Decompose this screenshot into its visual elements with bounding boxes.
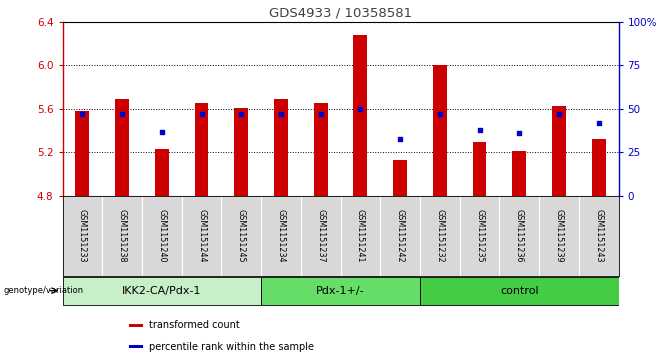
- Text: GSM1151233: GSM1151233: [78, 209, 87, 263]
- Text: Pdx-1+/-: Pdx-1+/-: [316, 286, 365, 296]
- Bar: [513, 151, 526, 196]
- Bar: [353, 35, 367, 196]
- Bar: [115, 99, 129, 196]
- Point: [594, 120, 604, 126]
- Bar: [234, 108, 248, 196]
- Bar: [274, 99, 288, 196]
- Text: transformed count: transformed count: [149, 321, 240, 330]
- Title: GDS4933 / 10358581: GDS4933 / 10358581: [269, 6, 412, 19]
- Text: GSM1151237: GSM1151237: [316, 209, 325, 263]
- Point: [117, 111, 128, 117]
- Text: GSM1151240: GSM1151240: [157, 209, 166, 263]
- Point: [315, 111, 326, 117]
- FancyBboxPatch shape: [63, 277, 261, 305]
- Bar: [552, 106, 566, 196]
- Text: GSM1151234: GSM1151234: [276, 209, 286, 263]
- Bar: [314, 103, 328, 196]
- Bar: [472, 142, 486, 196]
- Bar: [393, 160, 407, 196]
- Text: GSM1151232: GSM1151232: [436, 209, 444, 263]
- Point: [276, 111, 286, 117]
- Text: percentile rank within the sample: percentile rank within the sample: [149, 342, 314, 352]
- Text: GSM1151238: GSM1151238: [118, 209, 126, 263]
- Point: [395, 136, 405, 142]
- Point: [474, 127, 485, 133]
- Bar: [433, 65, 447, 196]
- Point: [514, 130, 524, 136]
- Text: GSM1151236: GSM1151236: [515, 209, 524, 263]
- Text: IKK2-CA/Pdx-1: IKK2-CA/Pdx-1: [122, 286, 201, 296]
- Point: [157, 129, 167, 134]
- Bar: [195, 103, 209, 196]
- Point: [434, 111, 445, 117]
- Text: GSM1151243: GSM1151243: [594, 209, 603, 263]
- Bar: [129, 324, 143, 327]
- Bar: [155, 149, 168, 196]
- Point: [553, 111, 564, 117]
- Text: GSM1151239: GSM1151239: [555, 209, 563, 263]
- Point: [236, 111, 247, 117]
- Bar: [592, 139, 605, 196]
- Text: GSM1151241: GSM1151241: [356, 209, 365, 263]
- Text: GSM1151242: GSM1151242: [395, 209, 405, 263]
- Text: control: control: [500, 286, 538, 296]
- Text: genotype/variation: genotype/variation: [3, 286, 84, 295]
- Point: [196, 111, 207, 117]
- Text: GSM1151244: GSM1151244: [197, 209, 206, 263]
- Point: [355, 106, 366, 112]
- Text: GSM1151235: GSM1151235: [475, 209, 484, 263]
- Text: GSM1151245: GSM1151245: [237, 209, 245, 263]
- Bar: [76, 111, 89, 196]
- Point: [77, 111, 88, 117]
- Bar: [129, 345, 143, 348]
- FancyBboxPatch shape: [261, 277, 420, 305]
- FancyBboxPatch shape: [420, 277, 619, 305]
